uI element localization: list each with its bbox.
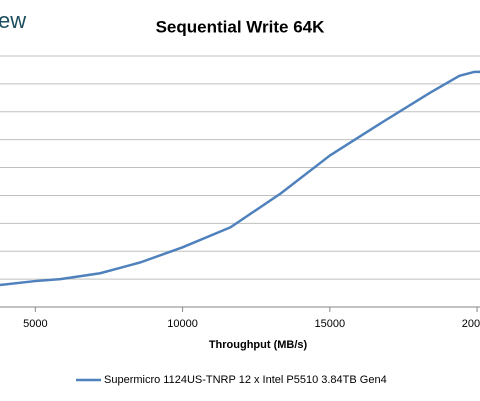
x-axis-label: Throughput (MB/s) xyxy=(209,339,308,351)
x-tick-label: 20000 xyxy=(462,318,480,330)
legend-label: Supermicro 1124US-TNRP 12 x Intel P5510 … xyxy=(104,374,387,386)
chart-title: Sequential Write 64K xyxy=(156,17,326,36)
data-line xyxy=(0,70,480,287)
x-tick-label: 5000 xyxy=(23,318,47,330)
x-tick-label: 15000 xyxy=(315,318,346,330)
logo: ew xyxy=(0,8,26,33)
x-tick-label: 10000 xyxy=(167,318,198,330)
